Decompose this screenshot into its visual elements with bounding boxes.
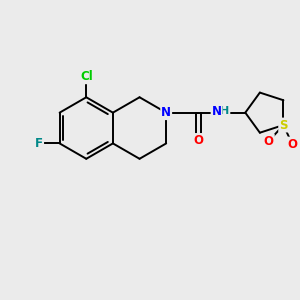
Text: F: F: [35, 137, 43, 150]
Text: Cl: Cl: [80, 70, 93, 83]
Text: N: N: [161, 106, 171, 119]
Text: S: S: [279, 118, 288, 131]
Text: N: N: [212, 105, 222, 118]
Text: O: O: [287, 138, 297, 151]
Text: O: O: [194, 134, 203, 147]
Text: H: H: [220, 106, 230, 116]
Text: O: O: [264, 135, 274, 148]
